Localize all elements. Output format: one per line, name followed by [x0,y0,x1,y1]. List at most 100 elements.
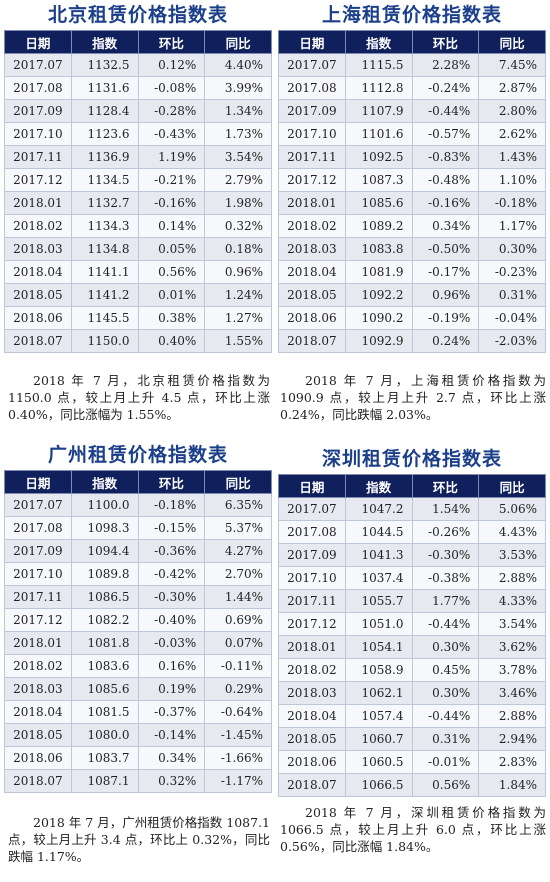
cell-index: 1066.5 [344,773,413,797]
beijing-title: 北京租赁价格指数表 [47,4,228,26]
table-row: 2017.09 1094.4 -0.36% 4.27% [4,539,272,563]
cell-date: 2017.10 [278,566,346,590]
header-date: 日期 [278,30,346,54]
cell-date: 2018.07 [278,329,346,353]
cell-date: 2018.04 [4,260,72,284]
cell-index: 1132.5 [70,53,139,77]
table-header-row: 日期 指数 环比 同比 [278,30,546,54]
cell-date: 2018.04 [4,700,72,724]
cell-index: 1112.8 [344,76,413,100]
cell-mom: 0.30% [411,681,480,705]
cell-mom: -0.44% [411,704,480,728]
table-row: 2017.10 1089.8 -0.42% 2.70% [4,562,272,586]
cell-index: 1094.4 [70,539,139,563]
cell-date: 2017.07 [4,53,72,77]
header-index: 指数 [70,30,139,54]
shenzhen-panel: 深圳租赁价格指数表 日期 指数 环比 同比 2017.07 1047.2 1.54%… [278,448,546,797]
cell-index: 1092.9 [344,329,413,353]
cell-mom: 1.77% [411,589,480,613]
cell-mom: 0.38% [137,306,206,330]
cell-date: 2018.06 [278,750,346,774]
cell-yoy: 1.34% [204,99,272,123]
cell-mom: 0.30% [411,635,480,659]
cell-index: 1090.2 [344,306,413,330]
header-index: 指数 [344,474,413,498]
table-row: 2018.01 1081.8 -0.03% 0.07% [4,631,272,655]
cell-mom: -0.38% [411,566,480,590]
cell-date: 2018.06 [4,306,72,330]
table-row: 2017.07 1115.5 2.28% 7.45% [278,53,546,77]
table-row: 2018.03 1134.8 0.05% 0.18% [4,237,272,261]
cell-index: 1044.5 [344,520,413,544]
cell-date: 2018.03 [4,237,72,261]
cell-yoy: 2.94% [478,727,546,751]
table-row: 2017.08 1044.5 -0.26% 4.43% [278,520,546,544]
table-row: 2017.11 1092.5 -0.83% 1.43% [278,145,546,169]
cell-mom: -0.30% [411,543,480,567]
cell-index: 1128.4 [70,99,139,123]
cell-date: 2017.11 [278,145,346,169]
cell-yoy: -1.66% [204,746,272,770]
cell-index: 1136.9 [70,145,139,169]
cell-index: 1134.8 [70,237,139,261]
cell-date: 2017.08 [278,520,346,544]
cell-mom: -0.24% [411,76,480,100]
cell-mom: 2.28% [411,53,480,77]
cell-yoy: 5.06% [478,497,546,521]
cell-date: 2017.11 [4,585,72,609]
header-date: 日期 [4,30,72,54]
cell-date: 2018.07 [278,773,346,797]
cell-yoy: 2.62% [478,122,546,146]
header-index: 指数 [70,470,139,494]
cell-mom: 0.45% [411,658,480,682]
table-row: 2018.04 1081.9 -0.17% -0.23% [278,260,546,284]
cell-index: 1057.4 [344,704,413,728]
cell-date: 2018.05 [278,283,346,307]
table-row: 2018.04 1081.5 -0.37% -0.64% [4,700,272,724]
table-row: 2018.03 1062.1 0.30% 3.46% [278,681,546,705]
cell-index: 1092.2 [344,283,413,307]
shenzhen-note: 2018 年 7 月，深圳租赁价格指数为 1066.5 点，较上月上升 6.0 … [280,805,546,854]
cell-yoy: 1.98% [204,191,272,215]
cell-index: 1055.7 [344,589,413,613]
table-row: 2017.11 1086.5 -0.30% 1.44% [4,585,272,609]
cell-mom: -0.40% [137,608,206,632]
cell-index: 1037.4 [344,566,413,590]
cell-yoy: 3.99% [204,76,272,100]
table-row: 2017.10 1037.4 -0.38% 2.88% [278,566,546,590]
beijing-table: 日期 指数 环比 同比 2017.07 1132.5 0.12% 4.40% 2017.… [4,30,272,353]
cell-mom: -0.21% [137,168,206,192]
cell-yoy: 0.31% [478,283,546,307]
cell-date: 2018.06 [4,746,72,770]
cell-yoy: 3.54% [204,145,272,169]
header-mom: 环比 [411,474,480,498]
cell-mom: -0.01% [411,750,480,774]
cell-mom: -0.15% [137,516,206,540]
cell-mom: 0.16% [137,654,206,678]
cell-mom: 0.34% [411,214,480,238]
table-row: 2017.09 1041.3 -0.30% 3.53% [278,543,546,567]
table-row: 2018.07 1087.1 0.32% -1.17% [4,769,272,793]
cell-yoy: 0.69% [204,608,272,632]
cell-date: 2018.01 [4,191,72,215]
cell-yoy: 4.33% [478,589,546,613]
cell-yoy: 0.29% [204,677,272,701]
cell-index: 1087.1 [70,769,139,793]
table-row: 2017.07 1100.0 -0.18% 6.35% [4,493,272,517]
table-row: 2018.03 1085.6 0.19% 0.29% [4,677,272,701]
cell-yoy: 2.88% [478,566,546,590]
cell-yoy: 2.79% [204,168,272,192]
cell-index: 1092.5 [344,145,413,169]
header-yoy: 同比 [204,30,272,54]
cell-date: 2017.08 [4,516,72,540]
cell-index: 1058.9 [344,658,413,682]
table-row: 2017.08 1112.8 -0.24% 2.87% [278,76,546,100]
guangzhou-panel: 广州租赁价格指数表 日期 指数 环比 同比 2017.07 1100.0 -0.18… [4,444,272,793]
cell-yoy: 4.40% [204,53,272,77]
cell-index: 1080.0 [70,723,139,747]
cell-index: 1150.0 [70,329,139,353]
header-mom: 环比 [137,470,206,494]
cell-index: 1041.3 [344,543,413,567]
beijing-note: 2018 年 7 月，北京租赁价格指数为 1150.0 点，较上月上升 4.5 … [8,373,270,422]
cell-date: 2018.04 [278,704,346,728]
